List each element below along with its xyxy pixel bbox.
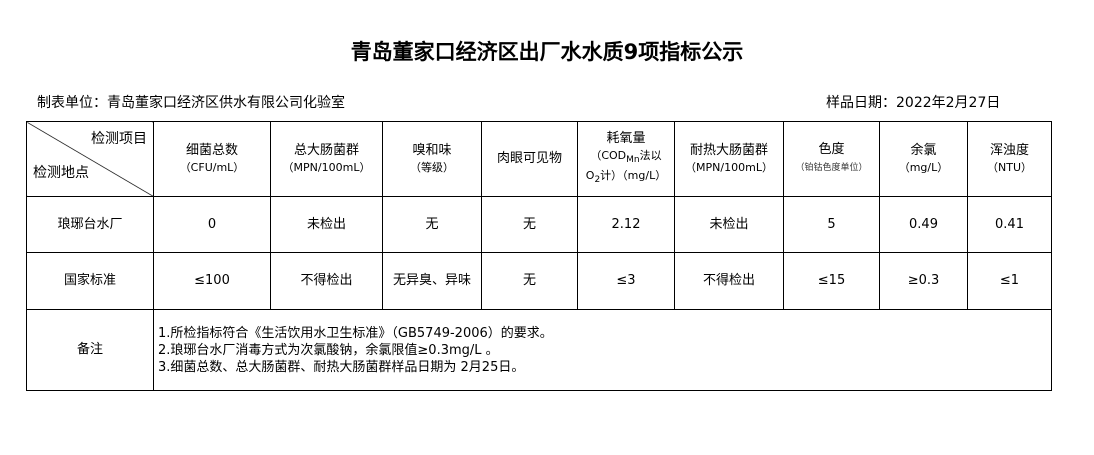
water-quality-table: 检测项目检测地点 细菌总数 （CFU/mL） 总大肠菌群 （MPN/100mL） 嗅… [26, 121, 1052, 391]
cell: 无 [481, 252, 578, 310]
header-name: 嗅和味 [412, 143, 452, 158]
header-name: 色度 [818, 142, 845, 157]
notes-cell: 1.所检指标符合《生活饮用水卫生标准》（GB5749-2006）的要求。 2.琅… [153, 309, 1052, 391]
cell: 不得检出 [674, 252, 784, 310]
header-cell: 肉眼可见物 [481, 121, 578, 197]
unit-part: （COD [590, 148, 627, 162]
header-unit: （MPN/100mL） [685, 161, 773, 174]
note-line: 3.细菌总数、总大肠菌群、耐热大肠菌群样品日期为 2月25日。 [158, 359, 525, 375]
table-row: 琅琊台水厂 0 未检出 无 无 2.12 未检出 5 0.49 0.41 [26, 196, 1052, 253]
header-name: 耐热大肠菌群 [689, 143, 768, 158]
header-name: 总大肠菌群 [293, 143, 359, 158]
page-title: 青岛董家口经济区出厂水水质9项指标公示 [350, 40, 744, 64]
header-unit: （NTU） [987, 161, 1032, 174]
cell: ≥0.3 [879, 252, 968, 310]
corner-bottom: 检测地点 [33, 165, 89, 181]
cell: 未检出 [674, 196, 784, 253]
cell: 5 [783, 196, 880, 253]
notes-label: 备注 [26, 309, 154, 391]
cell: ≤15 [783, 252, 880, 310]
header-cell: 色度 （铂钴色度单位） [783, 121, 880, 197]
cell: ≤1 [967, 252, 1052, 310]
header-cell: 总大肠菌群 （MPN/100mL） [270, 121, 383, 197]
cell: 无异臭、异味 [382, 252, 482, 310]
maker-unit: 制表单位：青岛董家口经济区供水有限公司化验室 [37, 95, 345, 111]
header-unit: （铂钴色度单位） [795, 163, 868, 173]
cell: 未检出 [270, 196, 383, 253]
header-cell: 嗅和味 （等级） [382, 121, 482, 197]
header-unit: （CODMn法以 [578, 148, 674, 168]
row-label: 琅琊台水厂 [26, 196, 154, 253]
cell: 2.12 [577, 196, 675, 253]
corner-cell: 检测项目检测地点 [26, 121, 154, 197]
header-unit: （CFU/mL） [179, 161, 245, 174]
unit-sub: Mn [626, 155, 640, 165]
header-name: 肉眼可见物 [496, 151, 562, 166]
unit-part: 法以 [639, 148, 662, 162]
header-cell: 细菌总数 （CFU/mL） [153, 121, 271, 197]
unit-part: O [585, 169, 595, 182]
header-cell: 余氯 （mg/L） [879, 121, 968, 197]
header-cell: 耐热大肠菌群 （MPN/100mL） [674, 121, 784, 197]
header-name: 余氯 [910, 143, 937, 158]
note-line: 1.所检指标符合《生活饮用水卫生标准》（GB5749-2006）的要求。 [158, 325, 553, 341]
header-cell: 耗氧量 （CODMn法以 O2计）（mg/L） [577, 121, 675, 197]
header-name: 浑浊度 [989, 143, 1029, 158]
cell: 0.41 [967, 196, 1052, 253]
cell: ≤3 [577, 252, 675, 310]
sample-date: 样品日期：2022年2月27日 [826, 95, 1001, 111]
cell: 0 [153, 196, 271, 253]
cell: ≤100 [153, 252, 271, 310]
header-cell: 浑浊度 （NTU） [967, 121, 1052, 197]
header-name: 细菌总数 [185, 143, 238, 158]
unit-sub: 2 [594, 175, 601, 186]
header-unit: （等级） [410, 161, 454, 174]
row-label: 国家标准 [26, 252, 154, 310]
notes-row: 备注 1.所检指标符合《生活饮用水卫生标准》（GB5749-2006）的要求。 … [26, 309, 1052, 391]
cell: 0.49 [879, 196, 968, 253]
cell: 无 [382, 196, 482, 253]
cell: 不得检出 [270, 252, 383, 310]
table-row: 国家标准 ≤100 不得检出 无异臭、异味 无 ≤3 不得检出 ≤15 ≥0.3… [26, 252, 1052, 310]
header-unit: （mg/L） [898, 161, 949, 174]
unit-part: 计）（mg/L） [600, 169, 667, 182]
header-name: 耗氧量 [606, 130, 646, 146]
note-line: 2.琅琊台水厂消毒方式为次氯酸钠，余氯限值≥0.3mg/L 。 [158, 342, 499, 358]
corner-top: 检测项目 [91, 131, 147, 147]
header-unit: （MPN/100mL） [282, 161, 371, 174]
header-unit: O2计）（mg/L） [578, 168, 674, 188]
header-row: 检测项目检测地点 细菌总数 （CFU/mL） 总大肠菌群 （MPN/100mL） 嗅… [26, 121, 1052, 197]
cell: 无 [481, 196, 578, 253]
